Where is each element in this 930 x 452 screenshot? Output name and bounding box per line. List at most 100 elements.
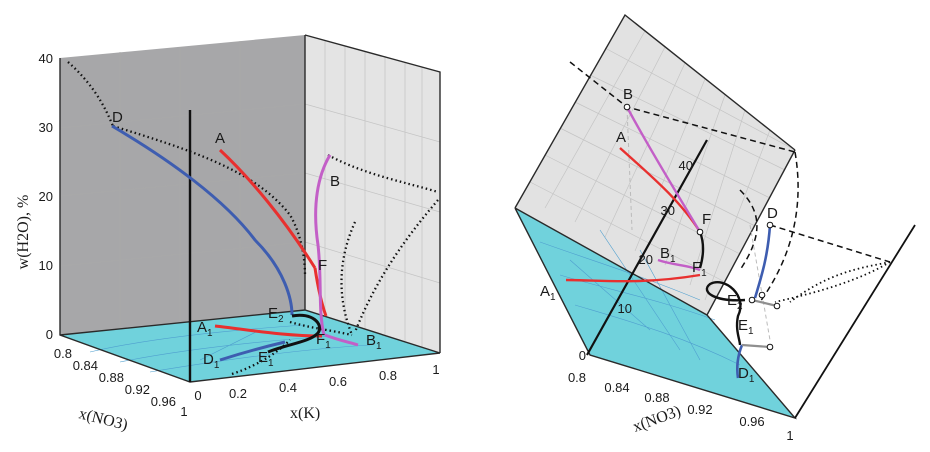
left-y-tick: 20 bbox=[39, 189, 53, 204]
right-marker-E1 bbox=[766, 343, 774, 351]
left-y-tick: 10 bbox=[39, 258, 53, 273]
left-dotted-curve-6 bbox=[289, 320, 353, 337]
left-side-wall bbox=[305, 35, 440, 353]
right-dashed-curve-2 bbox=[739, 189, 758, 271]
right-dashed-line-2 bbox=[769, 224, 891, 263]
right-marker-E2c bbox=[773, 302, 781, 310]
right-curve-E1-D1 bbox=[735, 344, 744, 379]
right-curve-B-F bbox=[625, 106, 702, 233]
right-dotted-curve-1 bbox=[789, 261, 891, 303]
left-k-tick: 1 bbox=[432, 362, 439, 377]
left-label-E1: E1 bbox=[258, 349, 274, 369]
left-k-axis-title: x(K) bbox=[290, 405, 320, 422]
left-label-F: F bbox=[318, 257, 327, 274]
right-curve-B1-F1 bbox=[657, 258, 701, 272]
left-curve-D1-E1 bbox=[219, 340, 286, 362]
right-nitrate-tick: 0.8 bbox=[568, 370, 586, 385]
left-y-tick: 0 bbox=[46, 327, 53, 342]
left-back-wall bbox=[60, 35, 305, 335]
right-marker-E2b bbox=[758, 291, 766, 299]
left-nitrate-tick: 0.88 bbox=[99, 370, 124, 385]
right-vertical-axis bbox=[586, 139, 708, 356]
left-dotted-curve-5 bbox=[353, 199, 439, 333]
left-dotted-curve-4 bbox=[340, 221, 357, 336]
right-label-F: F bbox=[702, 211, 711, 228]
right-y-tick: 20 bbox=[639, 252, 653, 267]
right-curve-D-E2 bbox=[753, 224, 772, 299]
left-label-E2: E2 bbox=[268, 305, 284, 325]
right-nitrate-axis-title: x(NO3) bbox=[631, 403, 684, 436]
right-y-tick: 0 bbox=[579, 348, 586, 363]
left-curve-A1-F1 bbox=[214, 324, 323, 338]
left-k-tick: 0.6 bbox=[329, 374, 347, 389]
right-label-F1: F1 bbox=[692, 259, 707, 279]
right-curve-E2-E1 bbox=[705, 281, 746, 346]
right-frame bbox=[514, 13, 798, 420]
right-label-E2: E2 bbox=[727, 292, 743, 312]
right-dashed-curve-1 bbox=[759, 151, 799, 303]
right-y-tick: 30 bbox=[661, 203, 675, 218]
right-curve-F-F1 bbox=[698, 231, 705, 269]
left-side-wall-grid bbox=[304, 41, 441, 347]
left-nitrate-tick: 0.84 bbox=[73, 358, 98, 373]
left-curve-B-F1 bbox=[314, 154, 332, 336]
left-nitrate-tick: 1 bbox=[180, 404, 187, 419]
right-label-A1: A1 bbox=[540, 283, 556, 303]
right-marker-E2 bbox=[748, 296, 756, 304]
left-dotted-curve-3 bbox=[327, 153, 439, 194]
right-grey-tie-1 bbox=[751, 298, 778, 308]
left-dotted-curve-2 bbox=[112, 124, 307, 276]
left-label-A: A bbox=[215, 130, 225, 147]
left-label-D: D bbox=[112, 109, 123, 126]
left-label-F1: F1 bbox=[316, 331, 331, 351]
right-grey-tie-2 bbox=[741, 343, 771, 349]
right-marker-D bbox=[766, 221, 774, 229]
right-nitrate-tick: 0.88 bbox=[644, 390, 669, 405]
left-curve-D-E2 bbox=[111, 124, 294, 316]
right-grey-plane bbox=[515, 15, 795, 315]
right-y-tick: 10 bbox=[618, 301, 632, 316]
right-label-E1: E1 bbox=[738, 317, 754, 337]
left-nitrate-axis-title: x(NO3) bbox=[77, 405, 129, 434]
right-label-A: A bbox=[616, 129, 626, 146]
left-k-tick: 0.8 bbox=[379, 368, 397, 383]
left-nitrate-tick: 0.92 bbox=[125, 382, 150, 397]
right-marker-F bbox=[696, 228, 704, 236]
right-dotted-curve-2 bbox=[774, 261, 891, 303]
right-label-D: D bbox=[767, 205, 778, 222]
left-k-tick: 0 bbox=[194, 388, 201, 403]
left-dotted-curve-7 bbox=[231, 339, 291, 376]
left-curve-A-F bbox=[218, 148, 317, 269]
right-marker-B bbox=[623, 103, 631, 111]
left-k-tick: 0.4 bbox=[279, 380, 297, 395]
left-back-wall-grid bbox=[59, 41, 306, 329]
right-label-D1: D1 bbox=[738, 365, 755, 385]
left-frame bbox=[59, 34, 441, 383]
left-curve-E2-E1 bbox=[267, 313, 321, 354]
right-nitrate-tick: 0.96 bbox=[739, 414, 764, 429]
left-label-D1: D1 bbox=[203, 351, 220, 371]
right-nitrate-tick: 0.84 bbox=[604, 380, 629, 395]
left-k-tick: 0.2 bbox=[229, 386, 247, 401]
right-label-B: B bbox=[623, 86, 633, 103]
right-nitrate-tick: 0.92 bbox=[687, 402, 712, 417]
left-label-B: B bbox=[330, 173, 340, 190]
left-y-axis-title: w(H2O), % bbox=[15, 195, 32, 270]
left-base-faint-lines bbox=[89, 324, 371, 373]
left-curve-F1-B1 bbox=[324, 333, 359, 347]
right-base-faint-lines bbox=[539, 229, 741, 366]
left-nitrate-tick: 0.96 bbox=[151, 394, 176, 409]
right-nitrate-tick: 1 bbox=[786, 428, 793, 443]
right-diagram: B A F D B1 F1 A1 E2 E1 D1 40 30 20 10 0 … bbox=[514, 13, 916, 443]
right-label-B1: B1 bbox=[660, 245, 676, 265]
left-nitrate-tick: 0.8 bbox=[54, 346, 72, 361]
left-label-B1: B1 bbox=[366, 332, 382, 352]
left-y-tick: 40 bbox=[39, 51, 53, 66]
right-diagonal-edge bbox=[794, 224, 916, 419]
right-y-tick: 40 bbox=[679, 158, 693, 173]
left-label-A1: A1 bbox=[197, 319, 213, 339]
left-y-tick: 30 bbox=[39, 120, 53, 135]
left-diagram: D A B F E2 A1 F1 B1 D1 E1 40 30 20 10 0 … bbox=[15, 34, 441, 434]
right-curve-A1-F1 bbox=[565, 273, 701, 283]
